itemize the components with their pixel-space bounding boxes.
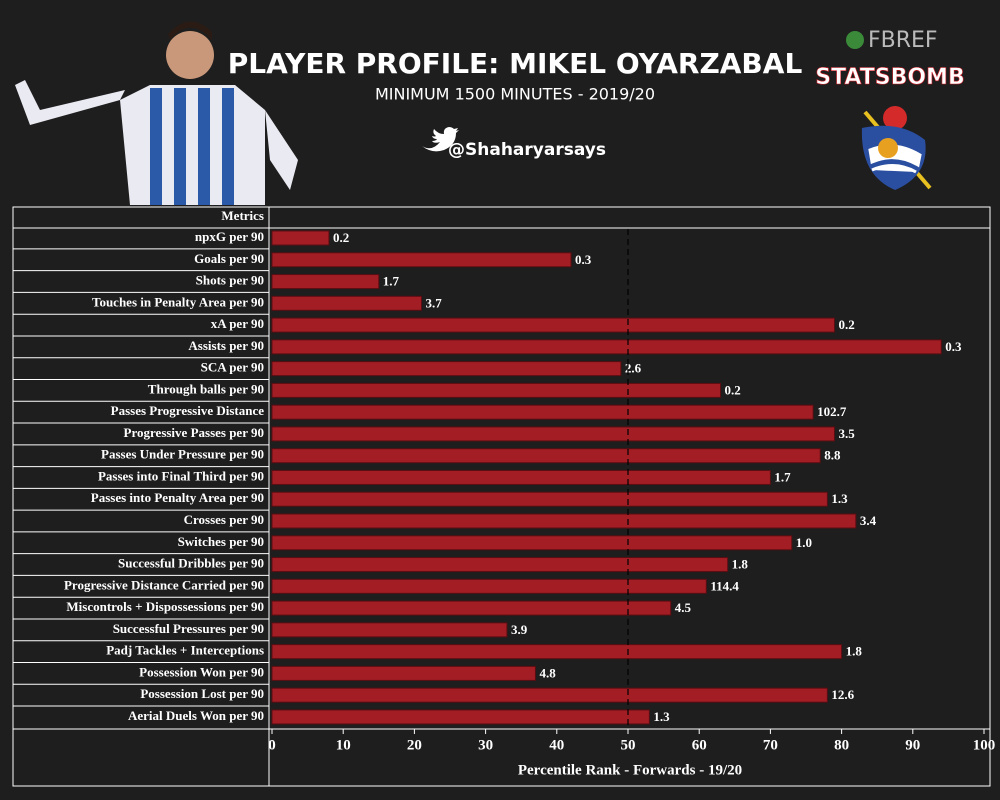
- bar: [271, 426, 835, 442]
- bar-label: 1.8: [846, 644, 863, 659]
- x-tick-label: 80: [834, 737, 849, 753]
- y-tick-label: Touches in Penalty Area per 90: [92, 294, 264, 309]
- bar-label: 1.7: [383, 274, 400, 289]
- y-tick-label: Possession Won per 90: [139, 664, 264, 679]
- bar-label: 0.3: [575, 252, 592, 267]
- x-tick-label: 0: [268, 737, 276, 753]
- x-tick-label: 40: [549, 737, 564, 753]
- x-tick-label: 60: [692, 737, 707, 753]
- y-tick-label: npxG per 90: [195, 229, 264, 244]
- bar: [271, 317, 835, 333]
- y-tick-label: Successful Pressures per 90: [113, 621, 264, 636]
- bar-label: 4.8: [539, 665, 556, 680]
- y-tick-label: Padj Tackles + Interceptions: [106, 643, 264, 658]
- bar-label: 3.7: [426, 295, 443, 310]
- bar: [271, 361, 622, 377]
- bar: [271, 622, 508, 638]
- x-tick-label: 70: [763, 737, 778, 753]
- bar-label: 2.6: [625, 361, 642, 376]
- bar-label: 114.4: [710, 578, 739, 593]
- x-tick-label: 30: [478, 737, 493, 753]
- x-tick-label: 10: [336, 737, 351, 753]
- bar: [271, 491, 828, 507]
- y-tick-label: Progressive Passes per 90: [124, 425, 264, 440]
- bar: [271, 230, 330, 246]
- column-header: Metrics: [221, 208, 264, 223]
- x-tick-label: 90: [905, 737, 920, 753]
- bar: [271, 665, 536, 681]
- bar-label: 102.7: [817, 404, 847, 419]
- player-photo: [15, 21, 298, 205]
- y-tick-label: Switches per 90: [178, 534, 264, 549]
- bar: [271, 600, 672, 616]
- bar-label: 1.0: [796, 535, 812, 550]
- y-tick-label: Assists per 90: [188, 338, 264, 353]
- bar-label: 3.5: [838, 426, 855, 441]
- bar: [271, 382, 722, 398]
- table-frame: [12, 206, 991, 787]
- bar-label: 4.5: [675, 600, 692, 615]
- bar: [271, 274, 380, 290]
- y-tick-label: Passes Progressive Distance: [111, 403, 265, 418]
- bar: [271, 578, 707, 594]
- bar-label: 0.2: [725, 382, 741, 397]
- logo-fbref: FBREF: [868, 28, 938, 53]
- club-crest: [861, 106, 932, 190]
- bar-label: 3.9: [511, 622, 528, 637]
- y-tick-label: xA per 90: [211, 316, 264, 331]
- bar-label: 1.7: [774, 469, 791, 484]
- y-tick-label: Successful Dribbles per 90: [118, 556, 264, 571]
- x-axis-label: Percentile Rank - Forwards - 19/20: [518, 762, 742, 778]
- bar: [271, 295, 423, 311]
- twitter-icon: [422, 127, 459, 152]
- bar: [271, 339, 942, 355]
- bar-label: 1.8: [732, 557, 749, 572]
- bar: [271, 644, 843, 660]
- y-tick-label: Goals per 90: [194, 251, 264, 266]
- bar: [271, 469, 771, 485]
- bar: [271, 557, 729, 573]
- logo-statsbomb: STATSBOMB: [815, 65, 964, 90]
- y-tick-label: Aerial Duels Won per 90: [128, 708, 264, 723]
- bar-label: 0.3: [945, 339, 962, 354]
- bar: [271, 535, 793, 551]
- y-tick-label: Through balls per 90: [148, 381, 264, 396]
- bar-label: 1.3: [831, 491, 848, 506]
- y-tick-label: Shots per 90: [196, 273, 264, 288]
- y-tick-label: Passes Under Pressure per 90: [101, 447, 264, 462]
- bar: [271, 404, 814, 420]
- bar-label: 8.8: [824, 448, 841, 463]
- bar: [271, 448, 821, 464]
- bar: [271, 687, 828, 703]
- bar-label: 3.4: [860, 513, 877, 528]
- chart-subtitle: MINIMUM 1500 MINUTES - 2019/20: [375, 85, 655, 104]
- y-tick-label: Passes into Penalty Area per 90: [91, 490, 264, 505]
- y-tick-label: Crosses per 90: [184, 512, 264, 527]
- y-tick-label: Miscontrols + Dispossessions per 90: [66, 599, 264, 614]
- bar-label: 0.2: [838, 317, 854, 332]
- y-tick-label: SCA per 90: [201, 360, 264, 375]
- y-tick-label: Possession Lost per 90: [140, 686, 264, 701]
- twitter-handle: @Shaharyarsays: [448, 140, 606, 160]
- bar-label: 1.3: [653, 709, 670, 724]
- x-tick-label: 100: [973, 737, 996, 753]
- x-tick-label: 20: [407, 737, 422, 753]
- bar-label: 12.6: [831, 687, 854, 702]
- x-tick-label: 50: [621, 737, 636, 753]
- bar-label: 0.2: [333, 230, 349, 245]
- bar: [271, 252, 572, 268]
- y-tick-label: Progressive Distance Carried per 90: [64, 577, 264, 592]
- y-tick-label: Passes into Final Third per 90: [98, 468, 264, 483]
- chart-title: PLAYER PROFILE: MIKEL OYARZABAL: [228, 47, 803, 80]
- bar: [271, 513, 857, 529]
- fbref-icon: [846, 31, 864, 49]
- bar: [271, 709, 650, 725]
